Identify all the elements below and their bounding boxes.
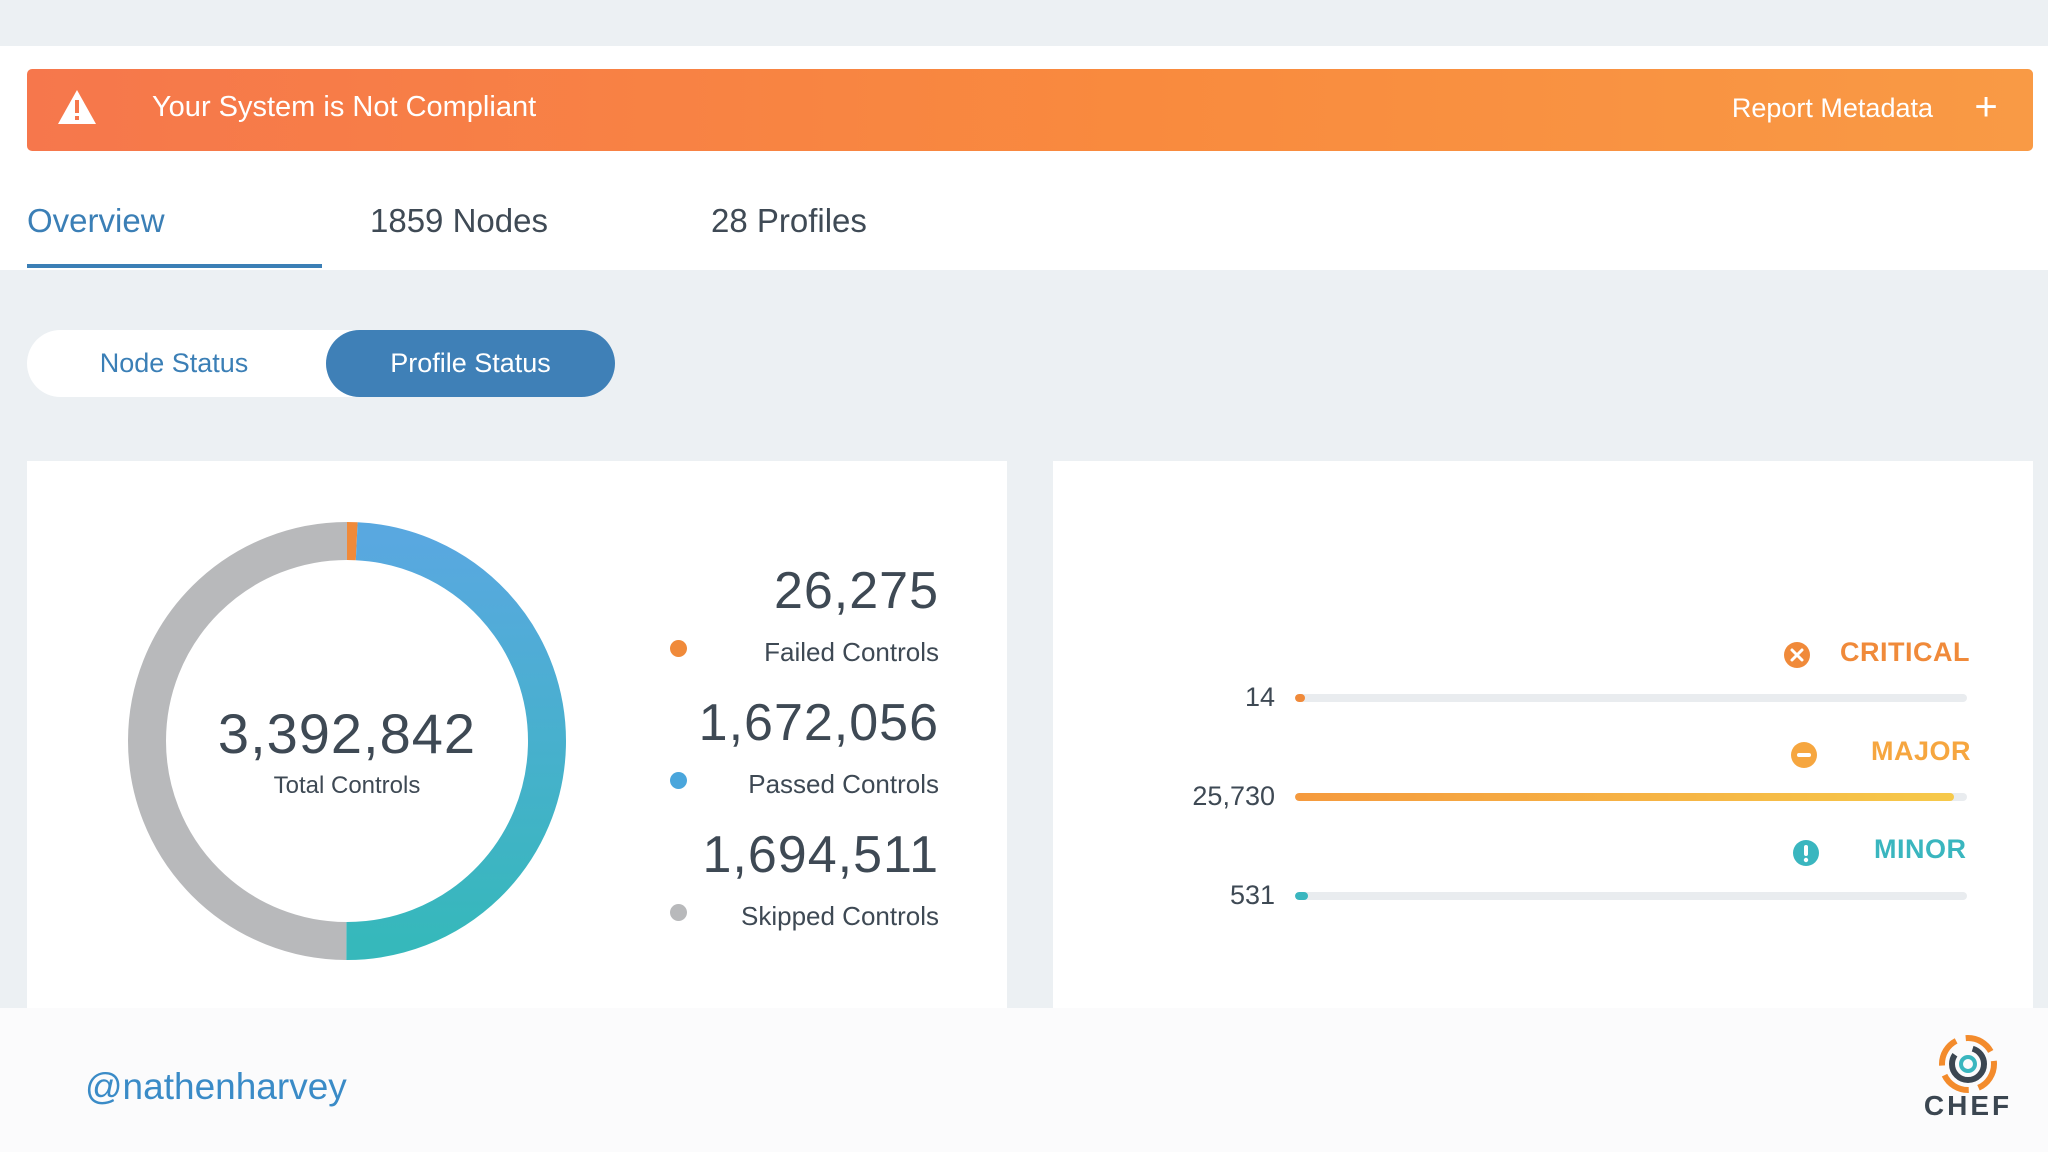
passed-controls-label: Passed Controls — [748, 769, 939, 799]
major-bar-fill — [1295, 793, 1954, 801]
passed-arc — [346, 522, 566, 961]
critical-bar-fill — [1295, 694, 1306, 702]
total-controls-label: Total Controls — [273, 772, 421, 799]
total-controls-value: 3,392,842 — [217, 702, 477, 765]
minor-label: MINOR — [1874, 834, 1967, 864]
severity-card: CRITICAL 14 MAJOR 25,730 MINOR 531 — [1053, 461, 2033, 1011]
tab-profiles[interactable]: 28 Profiles — [711, 202, 867, 239]
profile-status-button[interactable]: Profile Status — [326, 330, 615, 397]
failed-controls-value: 26,275 — [773, 562, 939, 620]
chef-logo-text: CHEF — [1923, 1090, 2013, 1121]
x-circle-icon — [1784, 642, 1810, 668]
critical-value: 14 — [1244, 682, 1275, 712]
compliance-banner: Your System is Not Compliant Report Meta… — [27, 69, 2033, 151]
report-metadata-button[interactable]: Report Metadata — [1731, 93, 1933, 123]
minor-bar-fill — [1295, 892, 1309, 900]
skipped-controls-label: Skipped Controls — [741, 901, 939, 931]
critical-bar-track — [1295, 694, 1967, 702]
warning-triangle-icon — [58, 90, 96, 124]
tab-nodes[interactable]: 1859 Nodes — [370, 202, 548, 239]
chef-logo-icon — [1939, 1035, 1997, 1093]
node-status-button[interactable]: Node Status — [99, 348, 249, 378]
major-value: 25,730 — [1192, 781, 1275, 811]
tab-overview[interactable]: Overview — [27, 202, 165, 239]
status-toggle: Node Status Profile Status — [27, 330, 615, 397]
minus-circle-icon — [1791, 742, 1817, 768]
failed-controls-stat: 26,275 Failed Controls — [764, 561, 939, 668]
passed-legend-dot — [670, 772, 687, 789]
banner-title: Your System is Not Compliant — [152, 91, 537, 123]
plus-icon[interactable]: + — [1974, 85, 1998, 129]
active-tab-indicator — [27, 264, 322, 268]
skipped-controls-value: 1,694,511 — [702, 826, 939, 884]
failed-legend-dot — [670, 640, 687, 657]
controls-card: 3,392,842 Total Controls 26,275 Failed C… — [27, 461, 1007, 1011]
passed-controls-value: 1,672,056 — [698, 694, 939, 752]
major-label: MAJOR — [1871, 736, 1972, 766]
major-bar-track — [1295, 793, 1967, 801]
donut-center: 3,392,842 Total Controls — [127, 701, 567, 800]
controls-donut-chart — [127, 522, 566, 961]
critical-label: CRITICAL — [1840, 637, 1970, 667]
passed-controls-stat: 1,672,056 Passed Controls — [699, 693, 939, 800]
exclamation-circle-icon — [1793, 840, 1819, 866]
twitter-handle: @nathenharvey — [85, 1066, 347, 1107]
skipped-controls-stat: 1,694,511 Skipped Controls — [703, 825, 939, 932]
minor-bar-track — [1295, 892, 1967, 900]
skipped-legend-dot — [670, 904, 687, 921]
failed-controls-label: Failed Controls — [764, 637, 939, 667]
skipped-arc — [127, 522, 348, 960]
tab-bar: Overview 1859 Nodes 28 Profiles — [0, 190, 2048, 270]
footer: @nathenharvey CHEF — [0, 1008, 2048, 1152]
minor-value: 531 — [1229, 880, 1275, 910]
